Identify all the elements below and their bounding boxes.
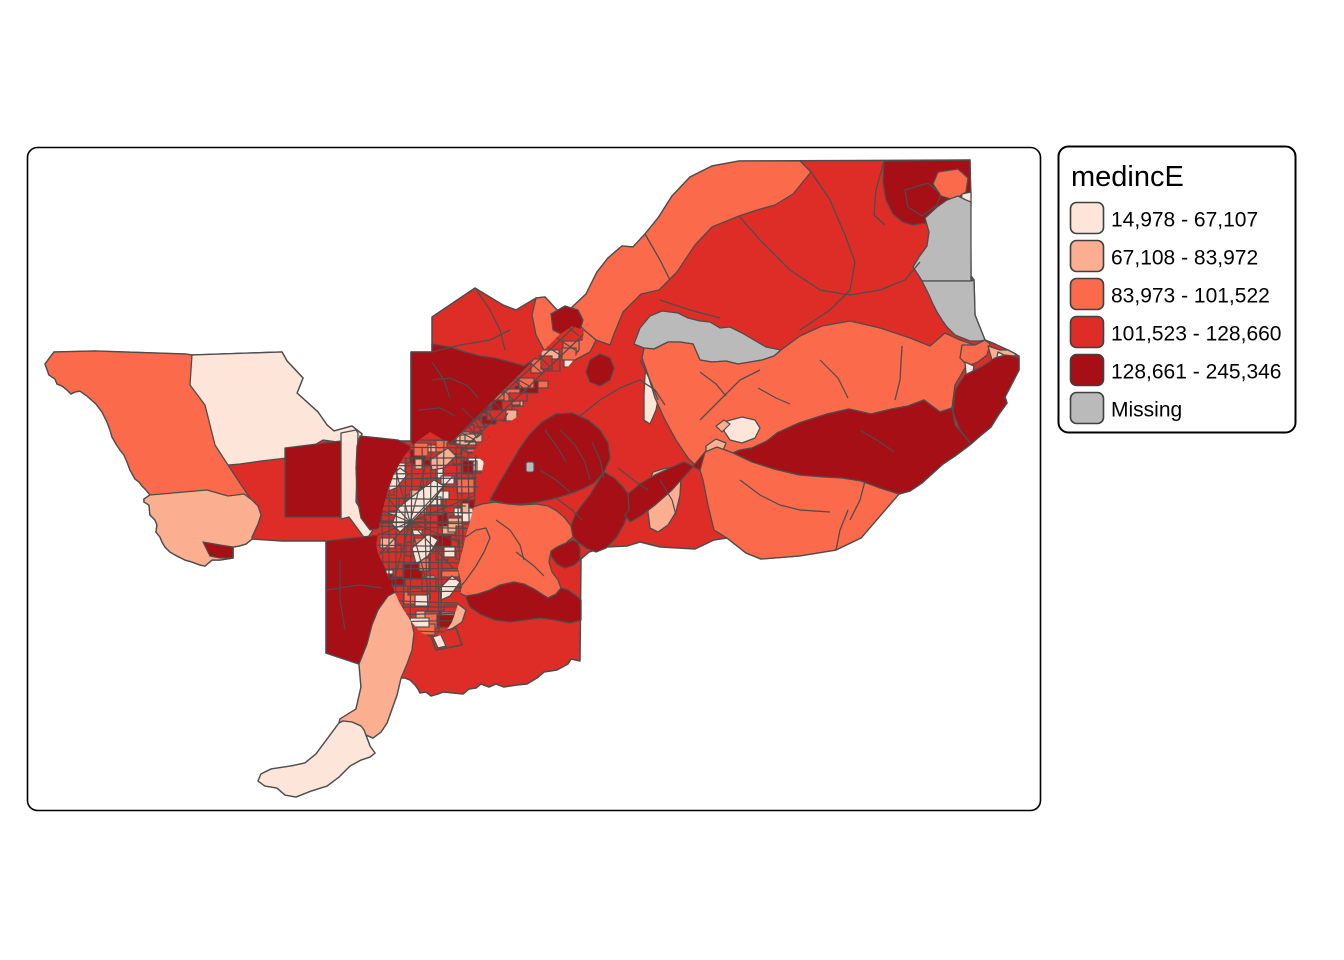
svg-text:83,973 - 101,522: 83,973 - 101,522 [1111,285,1270,308]
svg-text:14,978 - 67,107: 14,978 - 67,107 [1111,209,1258,232]
svg-text:67,108 - 83,972: 67,108 - 83,972 [1111,247,1258,270]
svg-text:128,661 - 245,346: 128,661 - 245,346 [1111,361,1281,384]
svg-text:medincE: medincE [1071,161,1184,193]
svg-text:101,523 - 128,660: 101,523 - 128,660 [1111,323,1281,346]
svg-text:Missing: Missing [1111,399,1182,422]
